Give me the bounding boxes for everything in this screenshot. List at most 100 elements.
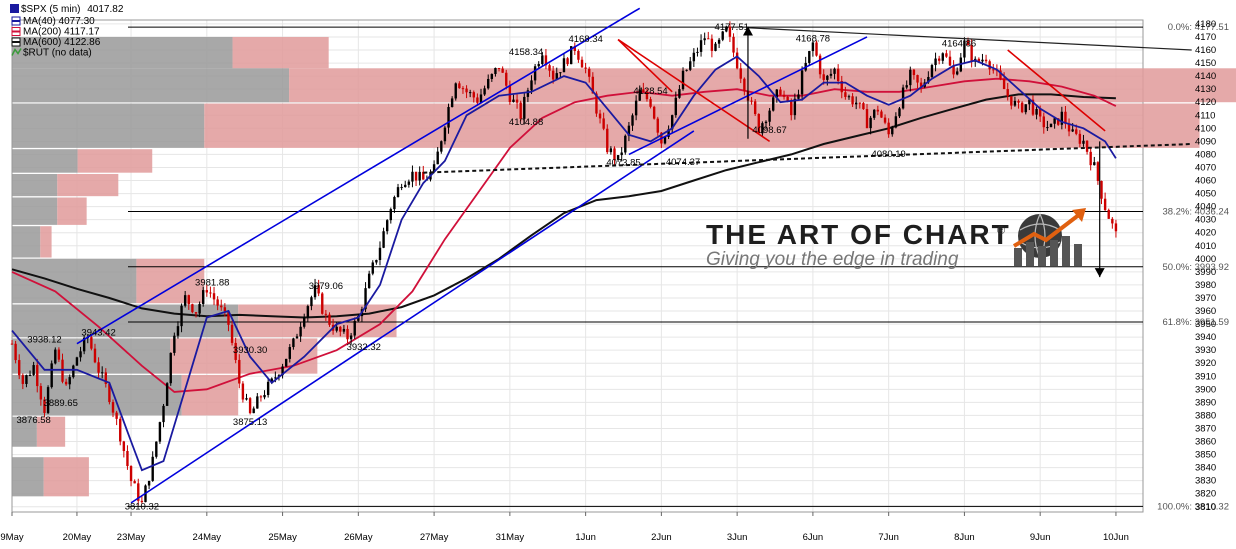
y-tick-label: 4140 <box>1195 71 1216 82</box>
candle-body <box>544 55 548 66</box>
candle-body <box>209 292 212 294</box>
candle-body <box>1089 151 1092 166</box>
candle-body <box>905 85 908 88</box>
fib-level-label: 38.2%: 4036.24 <box>1162 207 1229 218</box>
candle-body <box>847 96 851 98</box>
candle-body <box>115 412 118 419</box>
candle-body <box>194 312 198 314</box>
price-annotation: 4177.51 <box>715 22 749 33</box>
candle-body <box>64 381 68 385</box>
x-tick-label: 9May <box>0 532 23 543</box>
y-tick-label: 4150 <box>1195 58 1216 69</box>
candle-body <box>1060 111 1064 125</box>
price-annotation: 3938.12 <box>27 335 61 346</box>
candle-body <box>50 363 53 388</box>
candle-body <box>634 100 638 116</box>
candle-body <box>1100 180 1103 199</box>
candle-body <box>227 311 230 325</box>
candle-body <box>396 187 400 198</box>
price-annotation: 4168.34 <box>568 34 602 45</box>
candle-body <box>346 328 349 340</box>
candle-body <box>349 335 353 340</box>
candle-body <box>620 152 623 156</box>
fib-level-label: 100.0%: 3810.32 <box>1157 501 1229 512</box>
candle-body <box>252 408 255 414</box>
price-annotation: 4098.67 <box>752 125 786 136</box>
candle-body <box>919 82 923 87</box>
candle-body <box>981 59 984 62</box>
candle-body <box>602 118 605 129</box>
trend-line-neckline <box>423 142 1192 174</box>
candle-body <box>32 365 35 375</box>
y-tick-label: 3960 <box>1195 306 1216 317</box>
candle-body <box>61 359 64 382</box>
candle-body <box>266 381 270 395</box>
candle-body <box>476 97 479 103</box>
candle-body <box>68 377 71 385</box>
candle-body <box>180 305 183 327</box>
price-annotation: 4073.85 <box>606 157 640 168</box>
candle-body <box>126 450 129 467</box>
candle-body <box>945 53 948 57</box>
candle-body <box>385 220 389 232</box>
candle-body <box>100 372 104 374</box>
candle-body <box>1020 102 1024 113</box>
volume-bar-gray <box>12 103 205 148</box>
trend-line-wedge <box>617 38 673 93</box>
candle-body <box>97 362 100 373</box>
price-annotation: 3889.65 <box>44 398 78 409</box>
candle-body <box>263 394 266 398</box>
candle-body <box>411 171 414 182</box>
candle-body <box>671 115 674 130</box>
candle-body <box>790 101 793 116</box>
watermark-registered-mark: ® <box>997 225 1005 237</box>
candle-body <box>147 480 151 486</box>
candle-body <box>389 209 393 221</box>
candle-body <box>256 396 259 409</box>
y-tick-label: 4160 <box>1195 45 1216 56</box>
candle-body <box>432 164 436 172</box>
candle-body <box>234 342 237 360</box>
candle-body <box>844 92 847 97</box>
candle-body <box>822 74 825 80</box>
candle-body <box>93 348 97 363</box>
price-annotation: 4168.78 <box>796 34 830 45</box>
candle-body <box>717 39 721 44</box>
volume-bar-gray <box>12 457 44 497</box>
y-tick-label: 3900 <box>1195 384 1216 395</box>
legend-entry: MA(200) 4117.17 <box>23 27 100 38</box>
x-tick-label: 3Jun <box>727 532 748 543</box>
candle-body <box>357 316 360 321</box>
candle-body <box>1114 223 1118 232</box>
candle-body <box>490 74 494 79</box>
candle-body <box>530 80 533 91</box>
candle-body <box>270 378 273 382</box>
candle-body <box>295 336 299 339</box>
candle-body <box>443 127 447 142</box>
legend-swatch <box>11 48 22 56</box>
volume-bar-red <box>77 149 153 173</box>
candle-body <box>57 349 61 360</box>
volume-bar-red <box>57 173 119 197</box>
candle-body <box>382 231 385 248</box>
candle-body <box>454 83 457 99</box>
candle-body <box>1006 89 1009 97</box>
price-annotation: 3930.30 <box>233 345 267 356</box>
price-annotation: 4158.34 <box>509 47 543 58</box>
candle-body <box>934 58 937 66</box>
y-tick-label: 4090 <box>1195 136 1216 147</box>
candle-body <box>129 466 133 482</box>
candle-body <box>829 73 833 76</box>
candle-body <box>335 326 338 331</box>
candle-body <box>1067 123 1071 132</box>
x-tick-label: 23May <box>117 532 146 543</box>
y-tick-label: 4050 <box>1195 189 1216 200</box>
candle-body <box>580 59 584 68</box>
volume-bar-gray <box>12 226 41 258</box>
ma200-line <box>11 77 1117 393</box>
y-tick-label: 4010 <box>1195 241 1216 252</box>
x-tick-label: 8Jun <box>954 532 975 543</box>
candle-body <box>865 109 869 129</box>
x-tick-label: 20May <box>63 532 92 543</box>
candle-body <box>303 317 306 327</box>
